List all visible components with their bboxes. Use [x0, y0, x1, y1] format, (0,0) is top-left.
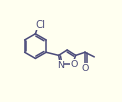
Text: N: N	[57, 61, 64, 70]
Text: O: O	[81, 64, 89, 73]
Text: O: O	[71, 60, 78, 69]
Text: Cl: Cl	[36, 20, 46, 30]
